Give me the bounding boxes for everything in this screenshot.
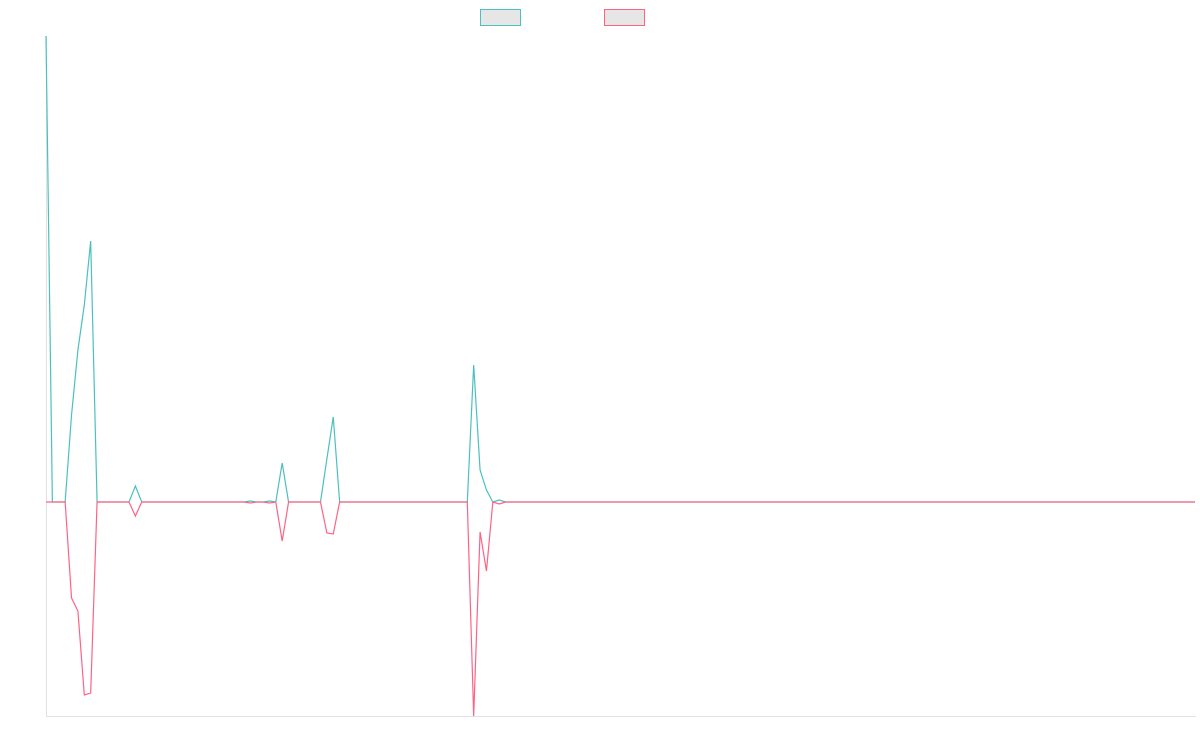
- legend-box[interactable]: [604, 9, 645, 26]
- data-line: [46, 501, 1195, 717]
- legend-box[interactable]: [480, 9, 521, 26]
- data-line: [45, 35, 1195, 503]
